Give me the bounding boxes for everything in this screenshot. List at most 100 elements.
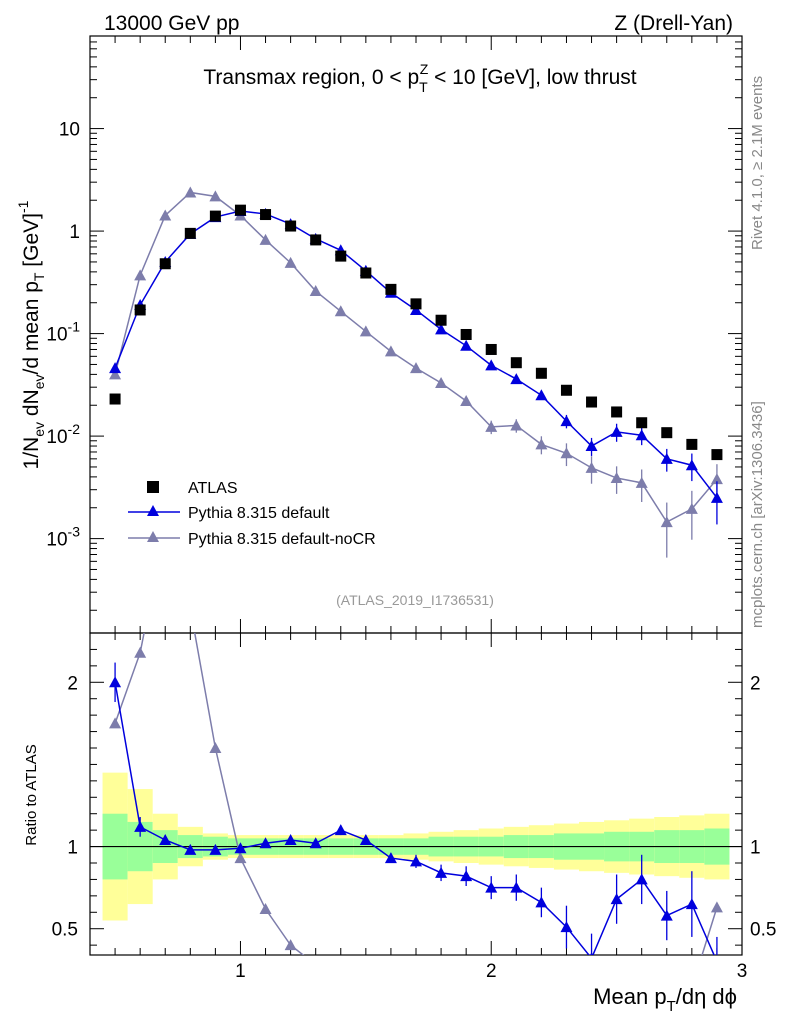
ratio-point-pythia-default	[685, 898, 698, 910]
point-atlas	[310, 234, 322, 246]
point-pythia-default	[109, 362, 122, 374]
ratio-point-pythia-default	[259, 837, 272, 849]
legend-pythia-default-marker	[147, 505, 159, 516]
point-pythia-nocr	[309, 285, 322, 297]
ratio-point-pythia-default	[334, 824, 347, 836]
point-pythia-nocr	[209, 190, 222, 202]
ratio-point-pythia-default	[535, 896, 548, 908]
main-series	[109, 186, 723, 558]
ratio-point-pythia-default	[109, 676, 122, 688]
series-pythia-nocr	[109, 186, 723, 558]
point-pythia-nocr	[585, 461, 598, 473]
ratio-point-pythia-nocr	[284, 939, 297, 951]
point-pythia-nocr	[460, 394, 473, 406]
uncertainty-bands	[90, 772, 742, 921]
ratio-point-pythia-default	[635, 873, 648, 885]
point-pythia-nocr	[435, 376, 448, 388]
point-atlas	[335, 250, 347, 262]
point-atlas	[184, 227, 196, 239]
region-title-sup: Z	[420, 61, 429, 77]
point-pythia-nocr	[359, 325, 372, 337]
point-atlas	[661, 427, 673, 439]
point-pythia-nocr	[560, 447, 573, 459]
ratio-point-pythia-default	[384, 852, 397, 864]
ratio-y-tick-label-right: 1	[750, 838, 761, 859]
point-pythia-nocr	[710, 473, 723, 485]
legend-atlas-marker	[147, 481, 159, 493]
ratio-point-pythia-nocr	[485, 982, 497, 993]
ratio-point-pythia-default	[209, 843, 222, 855]
ratio-point-pythia-nocr	[460, 980, 472, 991]
ratio-point-pythia-default	[560, 921, 573, 933]
ratio-point-pythia-default	[159, 834, 172, 845]
ratio-point-pythia-nocr	[535, 982, 547, 993]
point-atlas	[435, 314, 447, 326]
ratio-point-pythia-nocr	[435, 979, 447, 990]
ratio-point-pythia-nocr	[134, 646, 147, 658]
ratio-point-pythia-default	[485, 881, 498, 893]
ratio-point-pythia-nocr	[159, 520, 171, 531]
point-pythia-default	[435, 323, 448, 335]
line-pythia-nocr	[114, 191, 718, 524]
point-pythia-default	[560, 415, 573, 427]
point-atlas	[410, 298, 422, 310]
point-atlas	[636, 417, 648, 429]
x-axis-label: Mean pT/dη dϕ	[593, 984, 737, 1015]
energy-label: 13000 GeV pp	[104, 12, 239, 35]
point-pythia-default	[460, 339, 473, 351]
point-pythia-default	[660, 452, 673, 464]
x-tick-label: 3	[737, 961, 748, 982]
point-pythia-default	[535, 389, 548, 401]
ratio-point-pythia-nocr	[710, 901, 723, 913]
ratio-pythia-default	[109, 662, 718, 955]
ratio-y-tick-label: 2	[67, 673, 78, 694]
point-atlas	[385, 283, 397, 295]
region-title: Transmax region, 0 < pTZ < 10 [GeV], low…	[203, 61, 636, 95]
point-pythia-nocr	[535, 438, 548, 450]
ratio-point-pythia-nocr	[360, 972, 372, 983]
y-axis-label-ratio: Ratio to ATLAS	[23, 744, 40, 845]
point-pythia-nocr	[660, 516, 673, 528]
ratio-point-pythia-default	[435, 866, 448, 878]
ratio-point-pythia-default	[590, 952, 594, 955]
region-title-sub: T	[419, 79, 428, 95]
point-pythia-nocr	[259, 233, 272, 245]
point-pythia-nocr	[410, 362, 422, 374]
ratio-point-pythia-default	[510, 881, 523, 893]
rivet-label: Rivet 4.1.0, ≥ 2.1M events	[749, 76, 766, 250]
point-atlas	[460, 328, 472, 340]
point-atlas	[134, 304, 146, 316]
y-tick-label: 1	[69, 222, 80, 243]
point-atlas	[209, 210, 221, 222]
point-pythia-default	[510, 373, 523, 385]
point-atlas	[234, 204, 246, 216]
legend-pythia-nocr-label: Pythia 8.315 default-noCR	[188, 531, 376, 548]
point-atlas	[360, 267, 372, 279]
ratio-y-tick-label: 0.5	[52, 920, 78, 941]
ratio-point-pythia-nocr	[184, 602, 196, 613]
point-atlas	[260, 209, 272, 221]
point-atlas	[510, 357, 522, 369]
point-pythia-nocr	[384, 345, 397, 357]
point-pythia-nocr	[685, 502, 698, 514]
y-axis-label-main: 1/Nev dNev/d mean pT [GeV]-1	[15, 200, 47, 469]
point-atlas	[686, 438, 698, 450]
point-pythia-default	[585, 440, 598, 452]
ratio-y-tick-label-right: 0.5	[750, 920, 776, 941]
point-pythia-nocr	[510, 419, 523, 431]
point-pythia-nocr	[334, 305, 347, 317]
point-pythia-default	[410, 303, 422, 315]
data-series	[109, 186, 723, 993]
legend-pythia-default-label: Pythia 8.315 default	[188, 505, 330, 522]
ratio-point-pythia-default	[610, 893, 623, 905]
point-atlas	[109, 393, 121, 405]
point-atlas	[485, 343, 497, 355]
point-pythia-nocr	[109, 368, 122, 380]
x-tick-label: 1	[235, 961, 246, 982]
point-atlas	[711, 449, 723, 461]
point-atlas	[611, 406, 623, 418]
ratio-series	[109, 520, 723, 993]
point-pythia-nocr	[184, 186, 197, 198]
point-pythia-default	[710, 491, 723, 503]
